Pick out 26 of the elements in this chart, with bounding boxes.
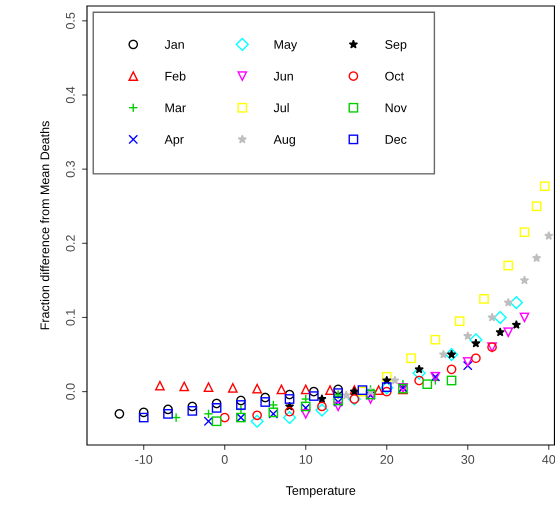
legend-label: Aug: [274, 135, 295, 146]
legend-label: Jul: [274, 103, 289, 112]
y-tick-label: 0.3: [66, 161, 75, 178]
y-tick-label: 0.0: [66, 383, 75, 400]
y-tick-label: 0.4: [66, 86, 75, 104]
legend-label: Apr: [164, 135, 184, 146]
x-tick-label: 0: [222, 455, 228, 464]
y-axis-title: Fraction difference from Mean Deaths: [40, 121, 50, 330]
x-tick-label: 10: [300, 455, 312, 464]
legend-label: Sep: [385, 40, 406, 52]
legend-label: Jan: [164, 40, 184, 49]
legend-label: Oct: [385, 72, 404, 81]
legend-label: Feb: [166, 71, 186, 81]
x-tick-label: 20: [380, 455, 394, 464]
y-tick-label: 0.2: [66, 235, 75, 252]
y-tick-label: 0.5: [66, 12, 75, 30]
legend-label: Mar: [166, 104, 186, 112]
legend-label: Dec: [386, 135, 407, 144]
legend-label: May: [274, 40, 298, 52]
legend-label: Jun: [274, 72, 293, 81]
x-tick-label: 40: [542, 455, 555, 464]
x-axis-title: Temperature: [286, 486, 356, 498]
x-tick-label: -10: [135, 455, 152, 464]
y-tick-label: 0.1: [66, 309, 75, 326]
x-tick-label: 30: [461, 455, 474, 464]
legend-label: Nov: [386, 104, 407, 112]
